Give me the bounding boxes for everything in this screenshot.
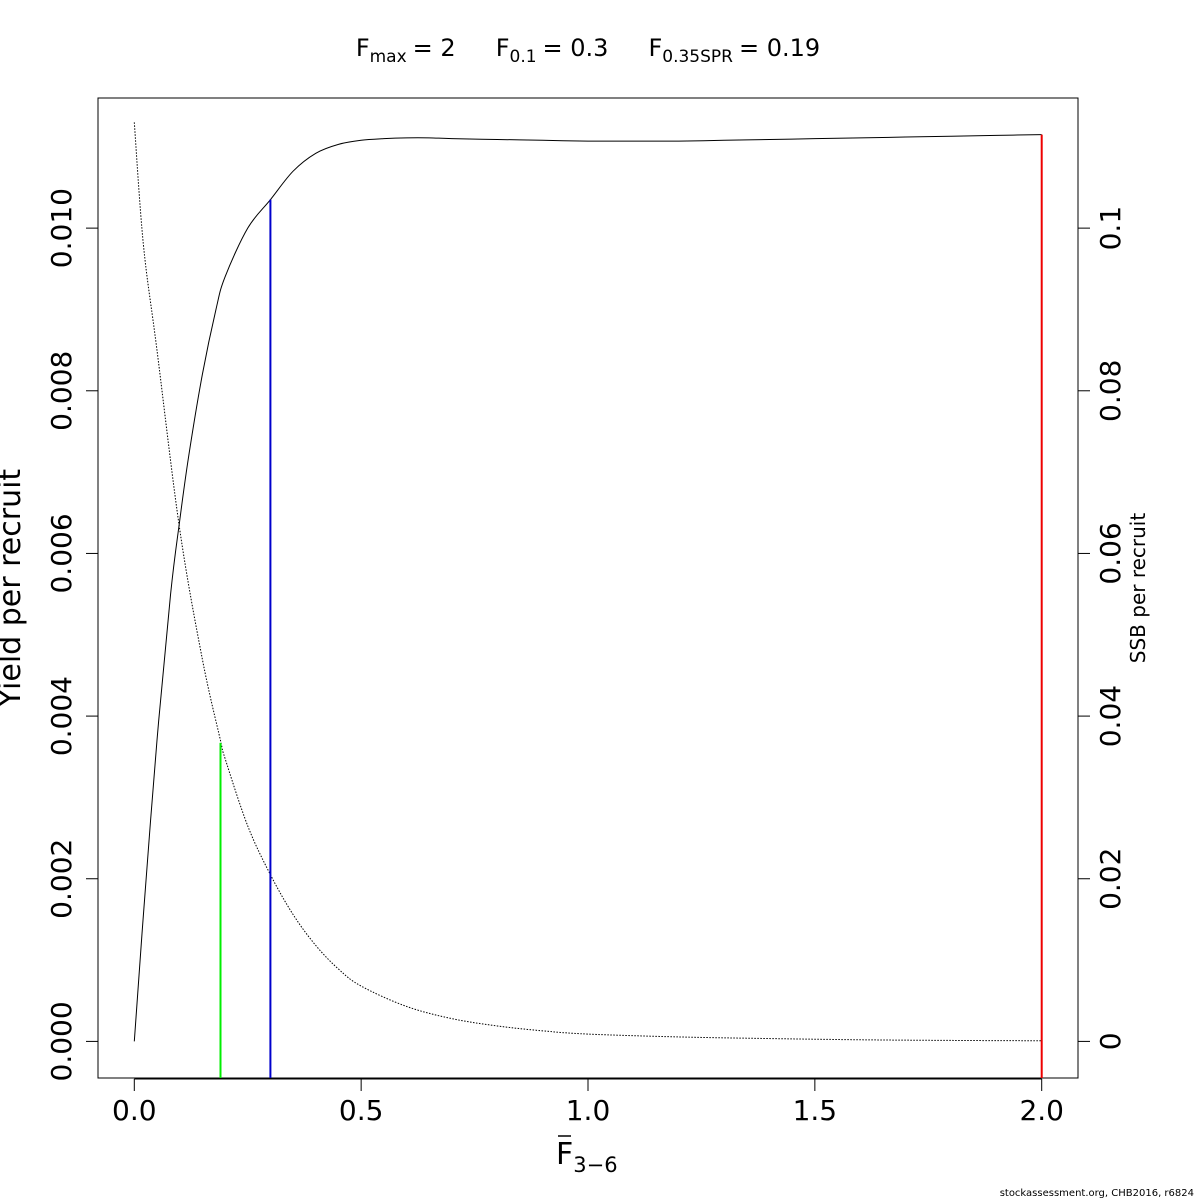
data-layer (133, 122, 1043, 1078)
y2-axis-label: SSB per recruit (1126, 513, 1150, 664)
axes-layer: 0.0 0.5 1.0 1.5 2.0 0.000 0.002 0.004 0.006 0.008… (45, 188, 1127, 1127)
title-f01-label: F (496, 34, 510, 62)
x-label-text: F3−6 (556, 1137, 618, 1177)
y2-tick-label: 0.04 (1094, 685, 1127, 747)
chart-title: Fmax = 2 F0.1 = 0.3 F0.35SPR = 0.19 (356, 34, 820, 67)
y2-tick-label: 0 (1094, 1032, 1127, 1050)
y2-tick-label: 0.02 (1094, 848, 1127, 910)
y-tick-label: 0.006 (45, 513, 78, 593)
y-tick-label: 0.004 (45, 676, 78, 756)
y2-tick-label: 0.1 (1094, 206, 1127, 251)
title-f01-value: = 0.3 (543, 34, 609, 62)
plot-frame (97, 97, 1079, 1079)
x-tick-label: 1.0 (566, 1094, 611, 1127)
series-line-yield (133, 134, 1042, 1042)
series-line-ssb (133, 122, 1042, 1042)
x-tick-label: 1.5 (793, 1094, 838, 1127)
x-tick-label: 0.0 (112, 1094, 157, 1127)
title-f01-sub: 0.1 (510, 47, 537, 67)
credit-text: stockassessment.org, CHB2016, r6824 (1000, 1188, 1194, 1199)
title-fmax-value: = 2 (413, 34, 456, 62)
y2-tick-label: 0.06 (1094, 522, 1127, 584)
x-tick-label: 0.5 (339, 1094, 384, 1127)
title-fmax-label: F (356, 34, 370, 62)
title-fspr-label: F (648, 34, 662, 62)
y-tick-label: 0.008 (45, 351, 78, 431)
x-tick-label: 2.0 (1019, 1094, 1064, 1127)
x-label-main: F (556, 1137, 573, 1172)
y2-tick-label: 0.08 (1094, 360, 1127, 422)
x-axis-label: F3−6 (556, 1135, 618, 1177)
y-tick-label: 0.000 (45, 1001, 78, 1081)
y-tick-label: 0.002 (45, 839, 78, 919)
y-axis-label: Yield per recruit (0, 469, 28, 709)
title-fspr-sub: 0.35SPR (662, 47, 733, 67)
y-tick-label: 0.010 (45, 188, 78, 268)
title-fspr-value: = 0.19 (739, 34, 820, 62)
x-label-sub: 3−6 (573, 1153, 617, 1177)
title-fmax-sub: max (370, 47, 407, 67)
